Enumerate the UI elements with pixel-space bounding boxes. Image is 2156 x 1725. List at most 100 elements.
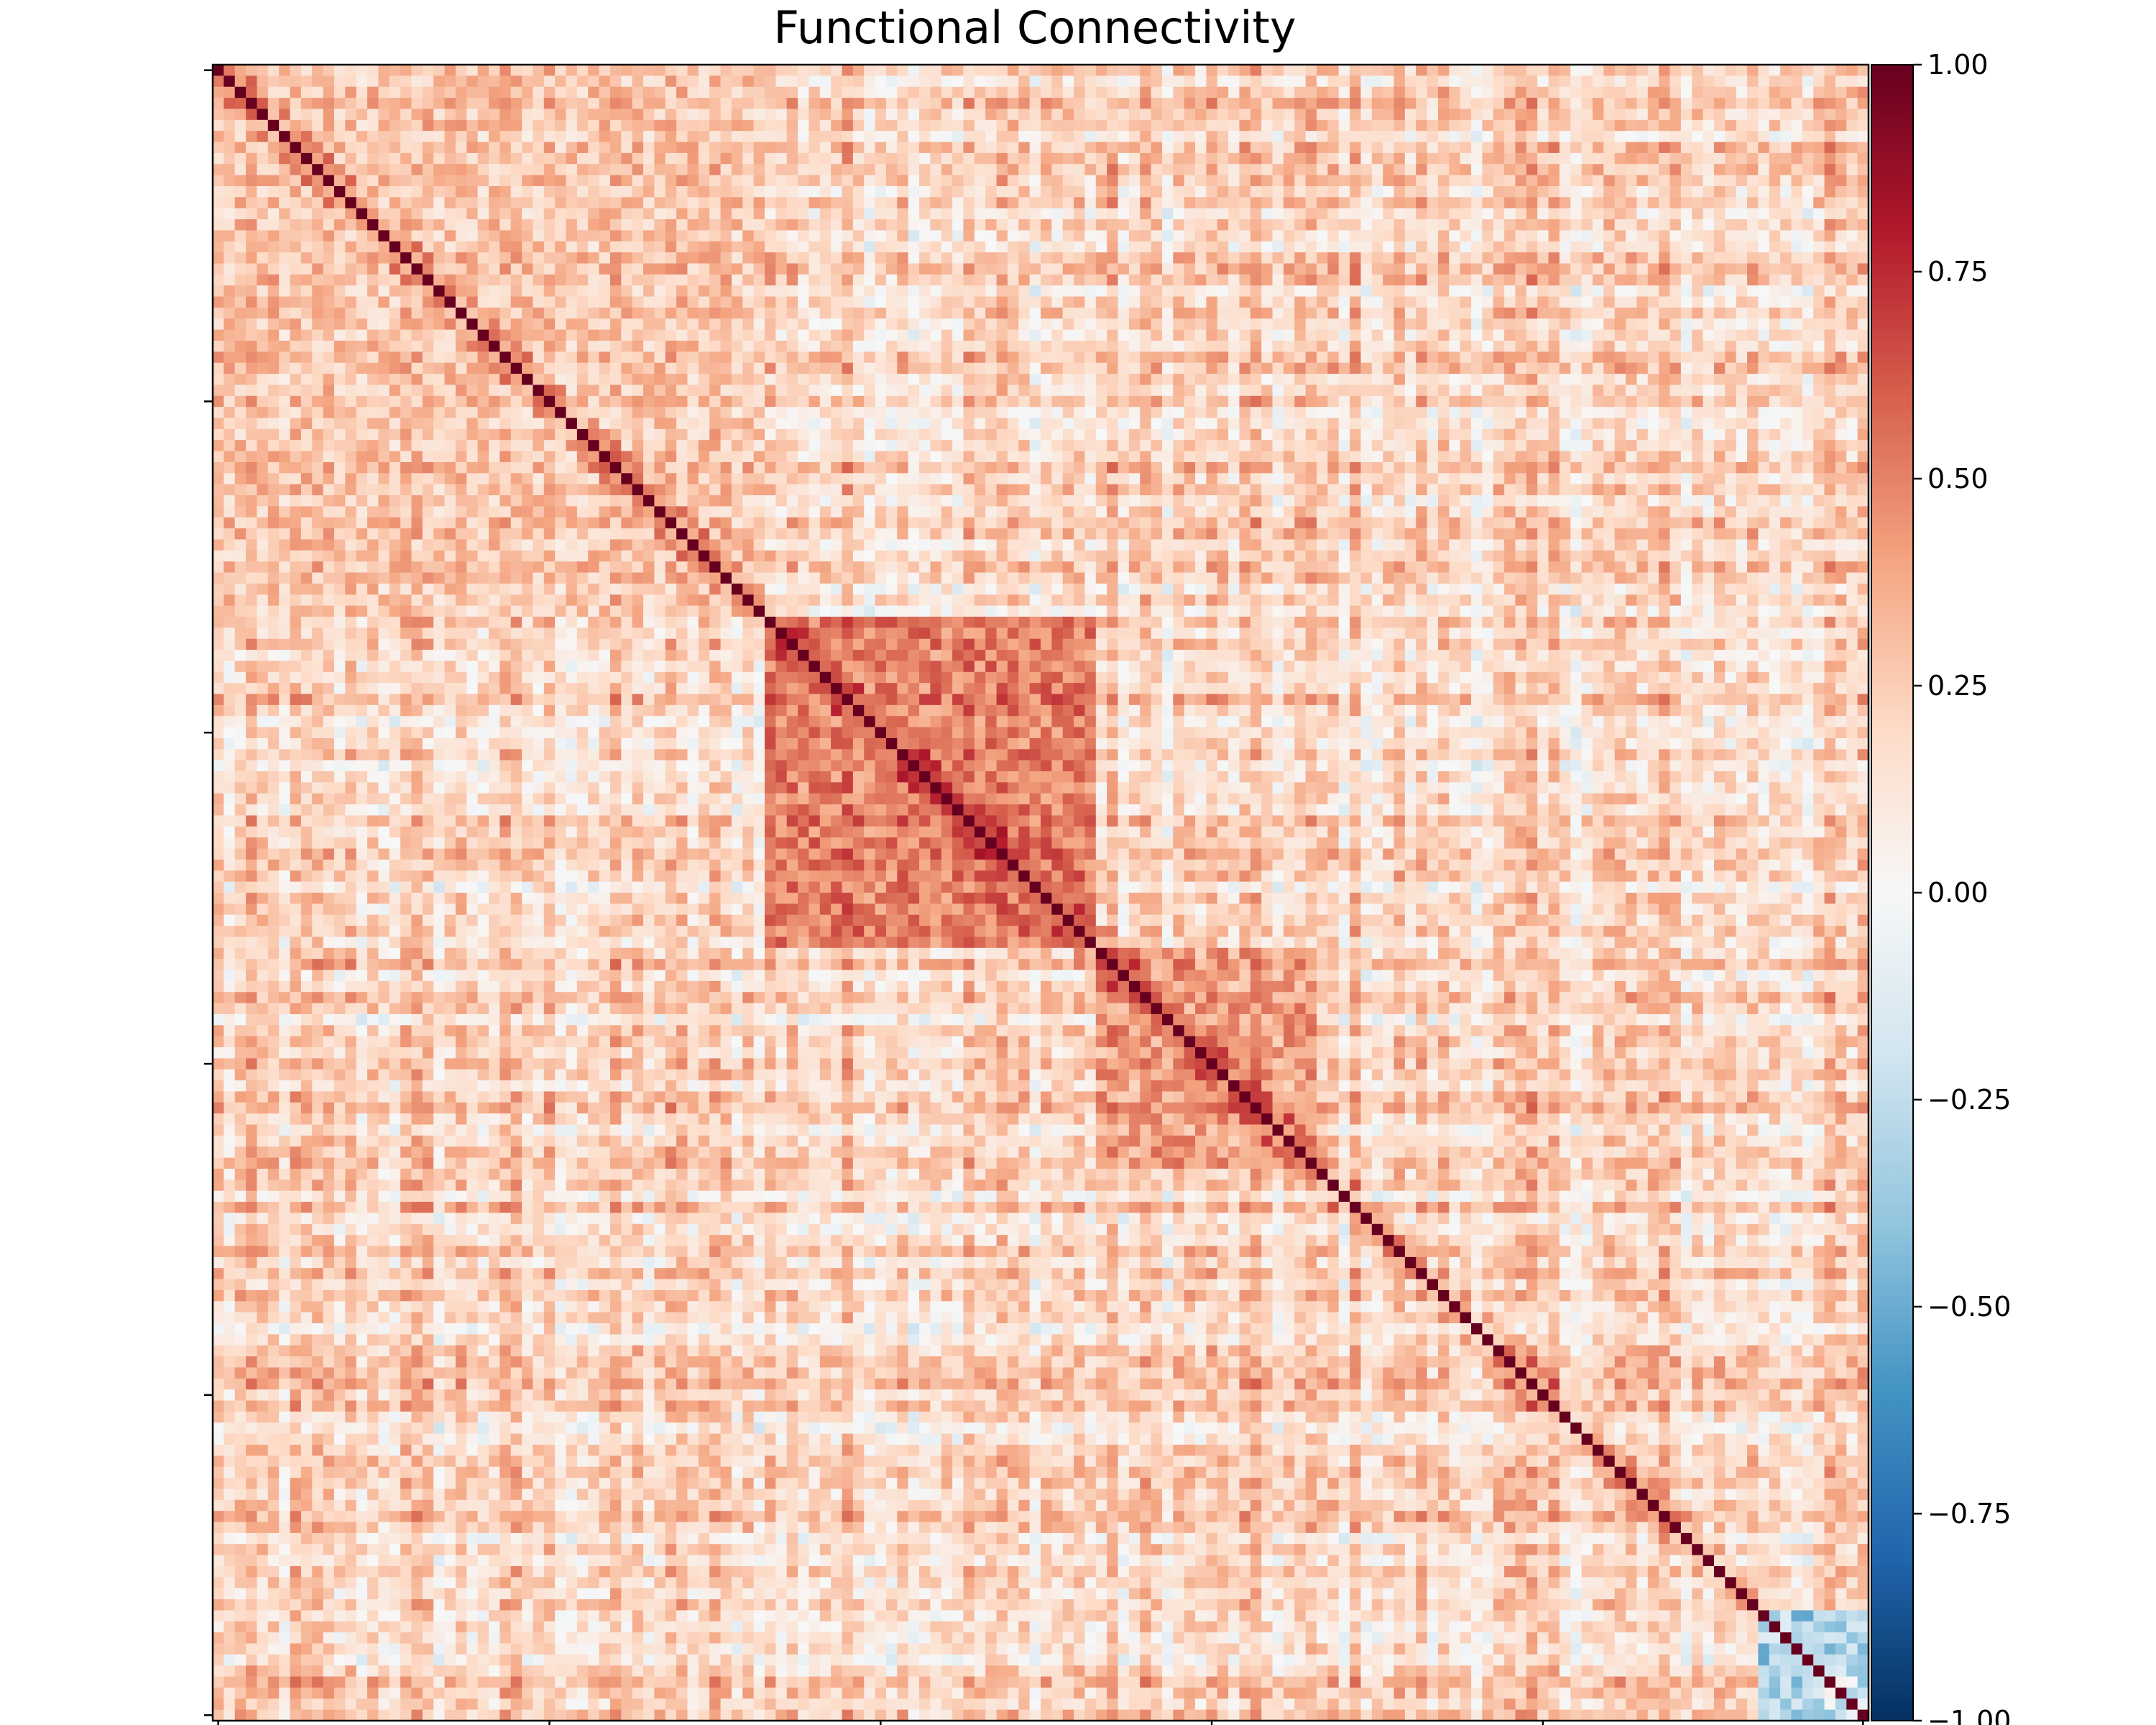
- heatmap-cell: [1593, 263, 1604, 275]
- heatmap-cell: [1284, 75, 1295, 87]
- heatmap-cell: [886, 75, 898, 87]
- heatmap-cell: [544, 263, 556, 275]
- heatmap-cell: [1504, 131, 1516, 142]
- heatmap-cell: [1615, 297, 1626, 308]
- heatmap-cell: [699, 219, 710, 231]
- heatmap-cell: [721, 285, 732, 297]
- heatmap-cell: [599, 429, 611, 441]
- heatmap-cell: [466, 109, 478, 120]
- heatmap-cell: [378, 197, 390, 208]
- heatmap-cell: [577, 318, 589, 330]
- heatmap-cell: [1217, 120, 1229, 132]
- heatmap-cell: [919, 351, 931, 363]
- heatmap-cell: [1239, 374, 1250, 385]
- heatmap-cell: [1350, 197, 1361, 208]
- heatmap-cell: [544, 186, 556, 198]
- heatmap-cell: [1084, 341, 1096, 352]
- heatmap-cell: [732, 396, 743, 408]
- heatmap-cell: [1317, 297, 1328, 308]
- heatmap-cell: [930, 318, 941, 330]
- heatmap-cell: [1427, 385, 1439, 396]
- heatmap-cell: [1239, 263, 1250, 275]
- heatmap-cell: [499, 219, 511, 231]
- heatmap-cell: [765, 341, 776, 352]
- heatmap-cell: [445, 142, 456, 154]
- heatmap-cell: [257, 242, 268, 253]
- heatmap-cell: [478, 374, 489, 385]
- heatmap-cell: [1560, 418, 1571, 430]
- heatmap-cell: [1813, 285, 1825, 297]
- heatmap-cell: [1051, 230, 1063, 242]
- heatmap-cell: [555, 429, 566, 441]
- heatmap-cell: [1560, 308, 1571, 319]
- heatmap-cell: [224, 219, 235, 231]
- heatmap-cell: [1681, 142, 1692, 154]
- heatmap-cell: [235, 385, 247, 396]
- heatmap-cell: [1239, 208, 1250, 220]
- heatmap-cell: [997, 285, 1008, 297]
- heatmap-cell: [478, 308, 489, 319]
- heatmap-cell: [268, 385, 280, 396]
- heatmap-cell: [290, 75, 302, 87]
- heatmap-cell: [654, 275, 665, 286]
- heatmap-cell: [499, 363, 511, 374]
- heatmap-cell: [687, 285, 699, 297]
- heatmap-cell: [820, 142, 831, 154]
- heatmap-cell: [1582, 252, 1593, 264]
- heatmap-cell: [1140, 363, 1151, 374]
- heatmap-cell: [1648, 252, 1659, 264]
- heatmap-cell: [1030, 351, 1041, 363]
- heatmap-cell: [1217, 297, 1229, 308]
- heatmap-cell: [699, 98, 710, 109]
- heatmap-cell: [1725, 197, 1736, 208]
- heatmap-cell: [588, 120, 599, 132]
- heatmap-cell: [853, 297, 865, 308]
- heatmap-cell: [997, 175, 1008, 187]
- heatmap-cell: [1636, 65, 1648, 76]
- heatmap-cell: [963, 219, 975, 231]
- heatmap-cell: [466, 175, 478, 187]
- heatmap-cell: [765, 407, 776, 418]
- heatmap-cell: [1813, 363, 1825, 374]
- heatmap-cell: [588, 363, 599, 374]
- heatmap-cell: [1515, 275, 1526, 286]
- heatmap-cell: [268, 429, 280, 441]
- heatmap-cell: [1692, 374, 1703, 385]
- heatmap-cell: [709, 297, 721, 308]
- heatmap-cell: [1372, 120, 1383, 132]
- heatmap-cell: [1438, 297, 1450, 308]
- heatmap-cell: [842, 75, 854, 87]
- heatmap-cell: [1537, 120, 1549, 132]
- heatmap-cell: [1747, 153, 1759, 165]
- heatmap-cell: [1714, 418, 1726, 430]
- heatmap-cell: [754, 87, 765, 98]
- heatmap-cell: [1250, 75, 1262, 87]
- heatmap-cell: [654, 98, 665, 109]
- heatmap-cell: [1360, 263, 1372, 275]
- heatmap-cell: [1184, 363, 1196, 374]
- heatmap-cell: [1747, 87, 1759, 98]
- heatmap-cell: [1383, 109, 1394, 120]
- heatmap-cell: [213, 363, 224, 374]
- heatmap-cell: [621, 330, 632, 341]
- heatmap-cell: [997, 75, 1008, 87]
- heatmap-cell: [853, 263, 865, 275]
- heatmap-cell: [1217, 252, 1229, 264]
- heatmap-cell: [445, 275, 456, 286]
- heatmap-cell: [997, 351, 1008, 363]
- heatmap-cell: [433, 197, 445, 208]
- heatmap-cell: [952, 385, 964, 396]
- heatmap-cell: [952, 418, 964, 430]
- heatmap-cell: [1780, 341, 1792, 352]
- heatmap-cell: [1582, 385, 1593, 396]
- heatmap-cell: [1648, 197, 1659, 208]
- heatmap-cell: [1140, 318, 1151, 330]
- heatmap-cell: [754, 142, 765, 154]
- heatmap-cell: [411, 285, 423, 297]
- heatmap-cell: [930, 330, 941, 341]
- heatmap-cell: [1560, 285, 1571, 297]
- heatmap-cell: [279, 418, 290, 430]
- heatmap-cell: [1394, 87, 1406, 98]
- heatmap-cell: [1813, 418, 1825, 430]
- heatmap-cell: [1636, 341, 1648, 352]
